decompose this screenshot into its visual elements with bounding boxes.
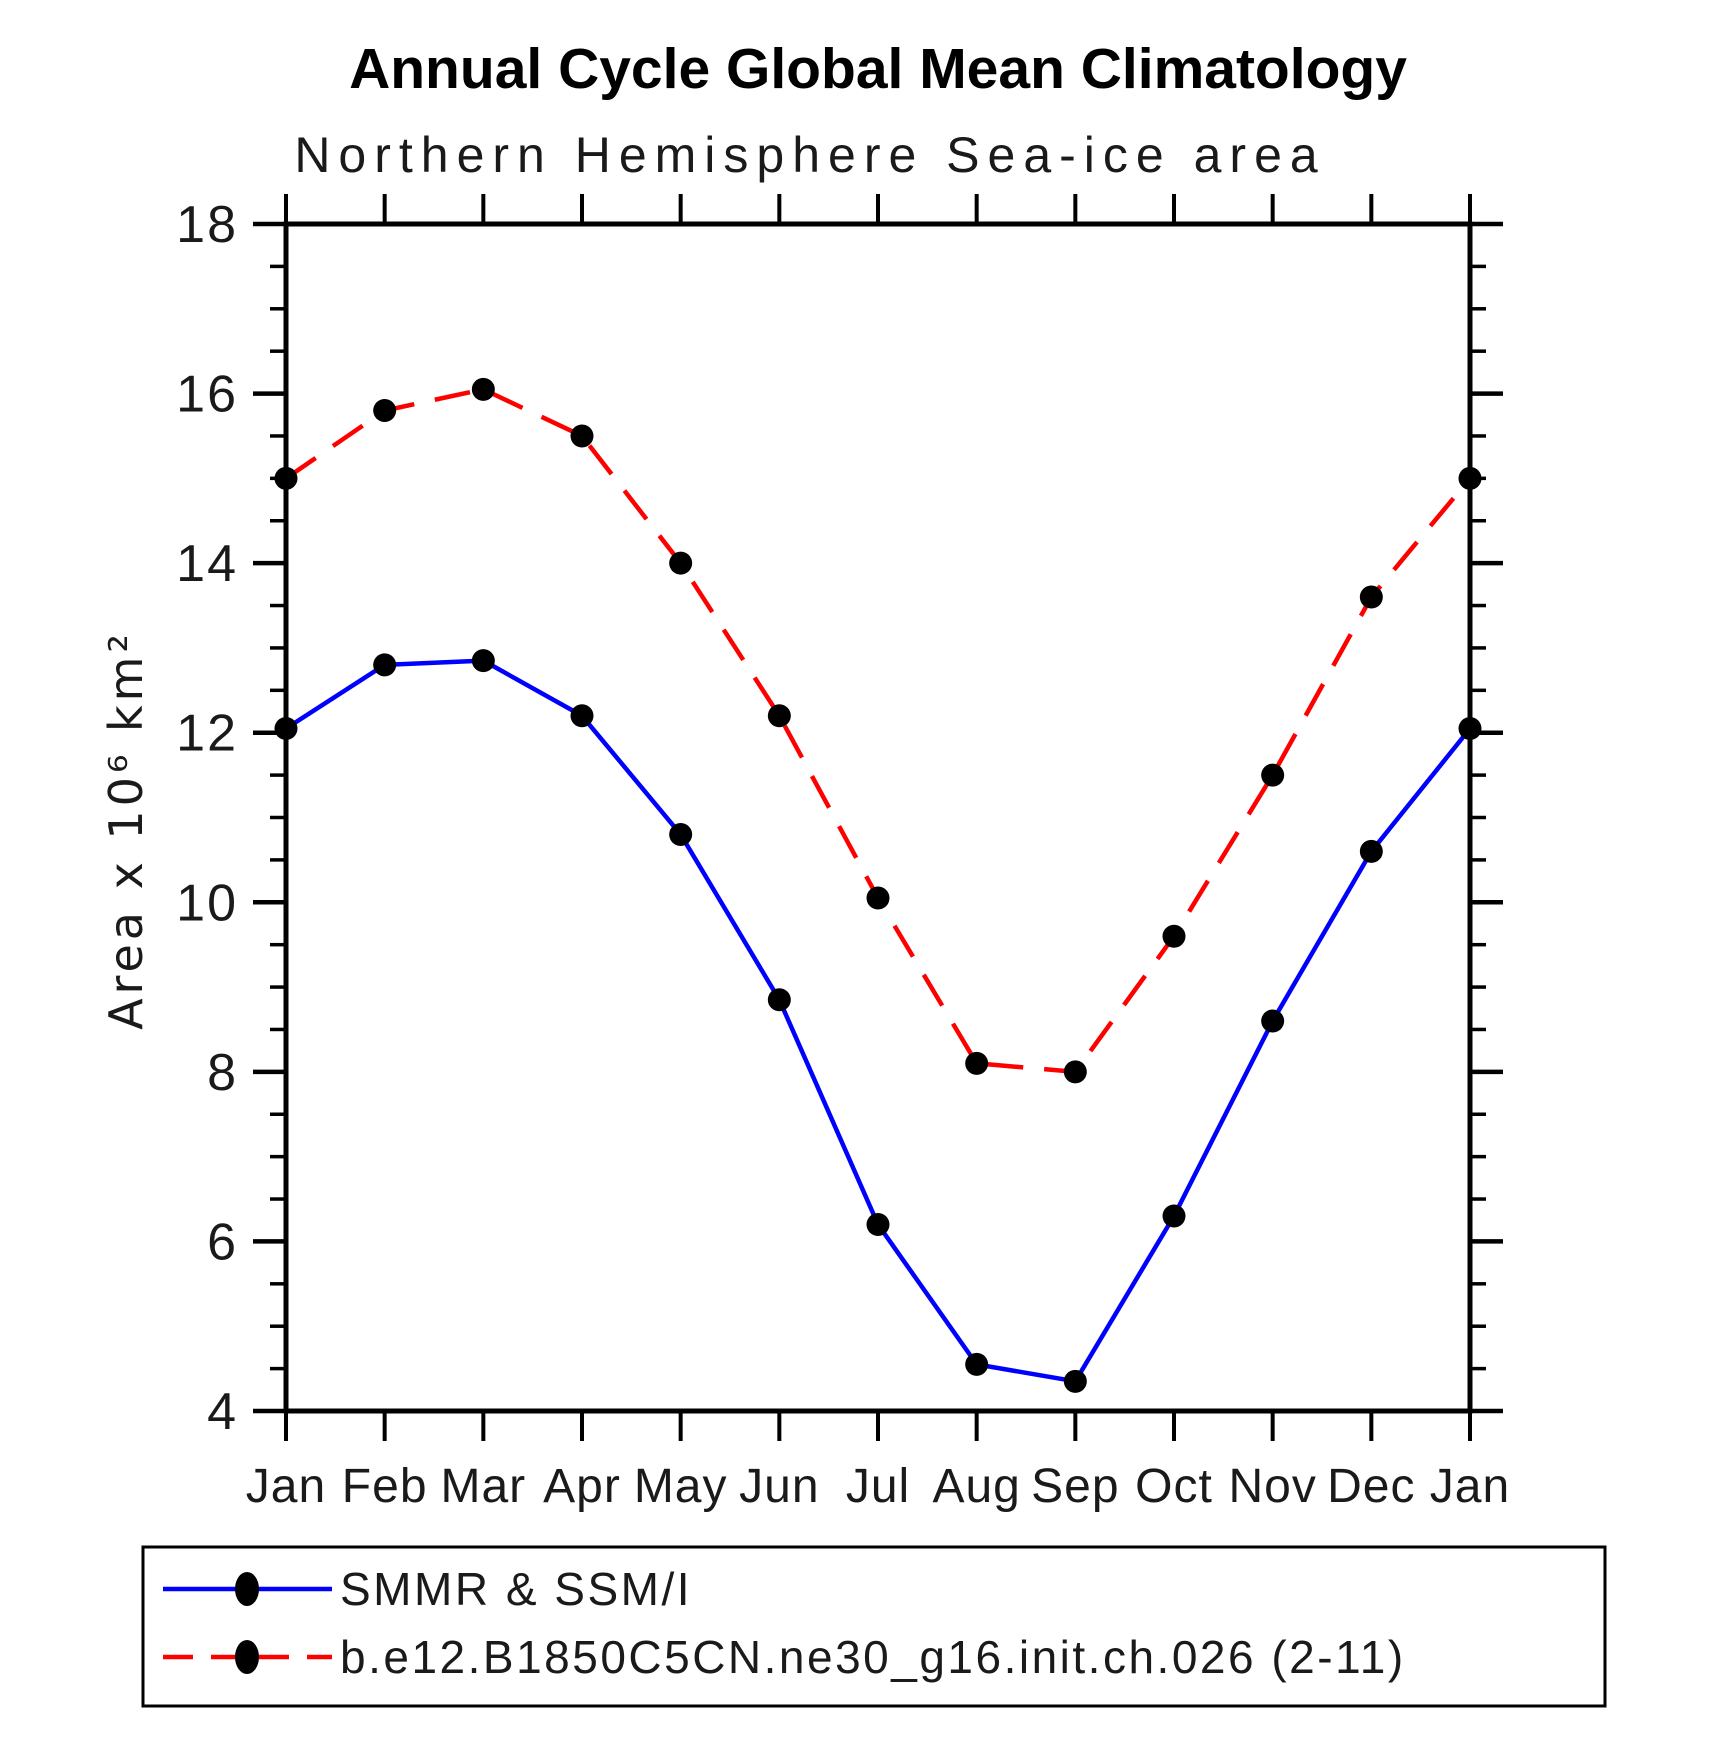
y-tick-label: 16 bbox=[176, 366, 238, 424]
data-point bbox=[274, 716, 298, 740]
data-point bbox=[1063, 1060, 1087, 1084]
data-point bbox=[1359, 585, 1383, 609]
legend-label: SMMR & SSM/I bbox=[340, 1563, 692, 1615]
y-tick-label: 10 bbox=[176, 874, 238, 932]
series-line bbox=[284, 387, 1472, 1075]
axes: Jan Feb Mar Apr May Jun Jul Aug Sep Oct Nov Dec Jan4… bbox=[176, 194, 1510, 1513]
month-label: Aug bbox=[932, 1460, 1020, 1513]
data-point bbox=[767, 704, 791, 728]
data-point bbox=[373, 399, 397, 423]
month-label: May bbox=[634, 1460, 728, 1513]
legend-label: b.e12.B1850C5CN.ne30_g16.init.ch.026 (2-… bbox=[340, 1631, 1406, 1683]
y-axis-label: Area x 10⁶ km² bbox=[99, 630, 153, 1030]
data-point bbox=[1359, 839, 1383, 863]
data-point bbox=[866, 886, 890, 910]
data-point bbox=[471, 649, 495, 673]
y-tick-label: 14 bbox=[176, 535, 238, 593]
data-point bbox=[274, 466, 298, 490]
data-point bbox=[1458, 716, 1482, 740]
month-label: Jul bbox=[846, 1460, 910, 1513]
data-point bbox=[669, 822, 693, 846]
month-label: Jan bbox=[1430, 1460, 1510, 1513]
data-point bbox=[1261, 1009, 1285, 1033]
data-point bbox=[1162, 1204, 1186, 1228]
data-point bbox=[570, 424, 594, 448]
y-tick-label: 18 bbox=[176, 196, 238, 254]
data-point bbox=[471, 377, 495, 401]
data-point bbox=[1458, 466, 1482, 490]
data-point bbox=[965, 1352, 989, 1376]
month-label: Mar bbox=[440, 1460, 526, 1513]
month-label: Feb bbox=[342, 1460, 428, 1513]
y-tick-label: 12 bbox=[176, 705, 238, 763]
data-point bbox=[767, 988, 791, 1012]
legend-marker bbox=[235, 1640, 259, 1674]
data-point bbox=[669, 551, 693, 575]
month-label: Jun bbox=[739, 1460, 819, 1513]
series-line bbox=[284, 658, 1472, 1384]
month-label: Sep bbox=[1031, 1460, 1119, 1513]
chart-subtitle: Northern Hemisphere Sea-ice area bbox=[294, 127, 1325, 183]
month-label: Oct bbox=[1135, 1460, 1213, 1513]
y-tick-label: 6 bbox=[207, 1213, 238, 1271]
month-label: Dec bbox=[1327, 1460, 1415, 1513]
y-tick-label: 8 bbox=[207, 1044, 238, 1102]
month-label: Nov bbox=[1228, 1460, 1316, 1513]
data-point bbox=[1063, 1369, 1087, 1393]
data-point bbox=[373, 653, 397, 677]
data-point bbox=[965, 1051, 989, 1075]
legend-box bbox=[141, 1545, 1607, 1708]
chart-title: Annual Cycle Global Mean Climatology bbox=[349, 37, 1407, 101]
legend-marker bbox=[235, 1572, 259, 1606]
month-label: Apr bbox=[543, 1460, 621, 1513]
data-point bbox=[1261, 763, 1285, 787]
data-point bbox=[570, 704, 594, 728]
data-point bbox=[866, 1212, 890, 1236]
data-point bbox=[1162, 924, 1186, 948]
month-label: Jan bbox=[246, 1460, 326, 1513]
legend: SMMR & SSM/I b.e12.B1850C5CN.ne30_g16.ini… bbox=[141, 1545, 1607, 1708]
y-tick-label: 4 bbox=[207, 1383, 238, 1441]
data-series bbox=[274, 377, 1482, 1393]
